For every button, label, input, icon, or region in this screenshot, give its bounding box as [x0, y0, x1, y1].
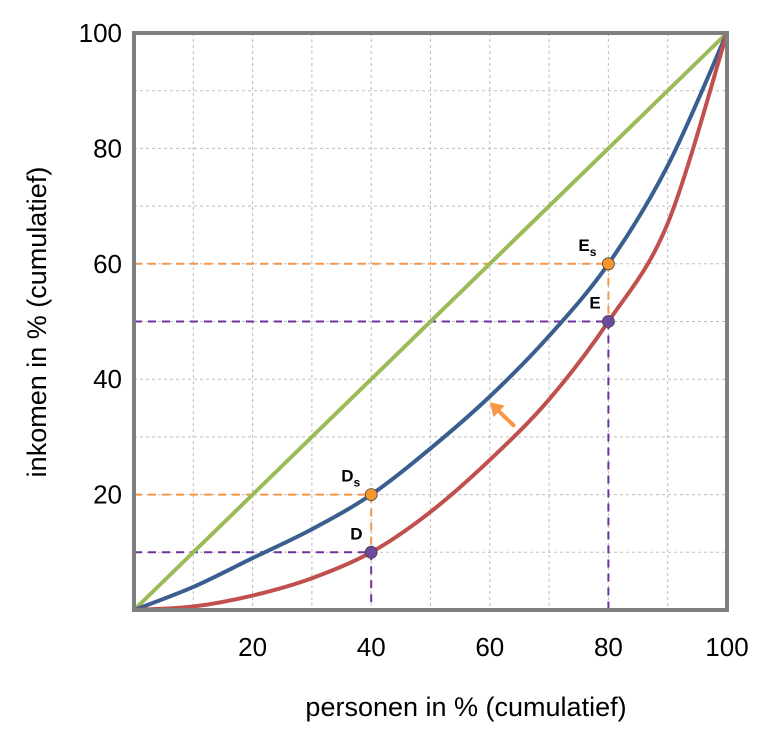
y-tick-label: 60: [93, 249, 122, 279]
arrow-head: [489, 402, 505, 418]
point-label-D: D: [350, 524, 362, 543]
y-tick-label: 80: [93, 133, 122, 163]
data-points: Ds D Es E: [341, 236, 615, 559]
plot-frame: [132, 31, 729, 612]
x-tick-label: 20: [238, 632, 267, 662]
series-line-after_tax: [132, 31, 729, 612]
y-axis-label: inkomen in % (cumulatief): [22, 167, 52, 478]
point-Ds: [364, 488, 378, 502]
x-tick-label: 100: [705, 632, 748, 662]
x-axis-label: personen in % (cumulatief): [305, 692, 626, 722]
y-tick-label: 20: [93, 480, 122, 510]
series-lines: [132, 31, 729, 612]
x-tick-labels: 20 40 60 80 100: [238, 632, 749, 662]
point-label-Ds: Ds: [341, 467, 360, 490]
point-E: [602, 315, 615, 328]
point-D: [364, 545, 378, 559]
y-tick-label: 100: [79, 18, 122, 48]
x-tick-label: 40: [357, 632, 386, 662]
x-tick-label: 60: [475, 632, 504, 662]
point-label-E: E: [589, 294, 600, 313]
series-line-before_tax: [132, 31, 729, 612]
point-Es: [602, 257, 615, 271]
arrow-indicator: [489, 402, 516, 428]
x-tick-label: 80: [594, 632, 623, 662]
point-label-Es: Es: [578, 236, 596, 259]
series-line-equality: [132, 31, 729, 612]
y-tick-labels: 20 40 60 80 100: [79, 18, 122, 510]
y-tick-label: 40: [93, 364, 122, 394]
